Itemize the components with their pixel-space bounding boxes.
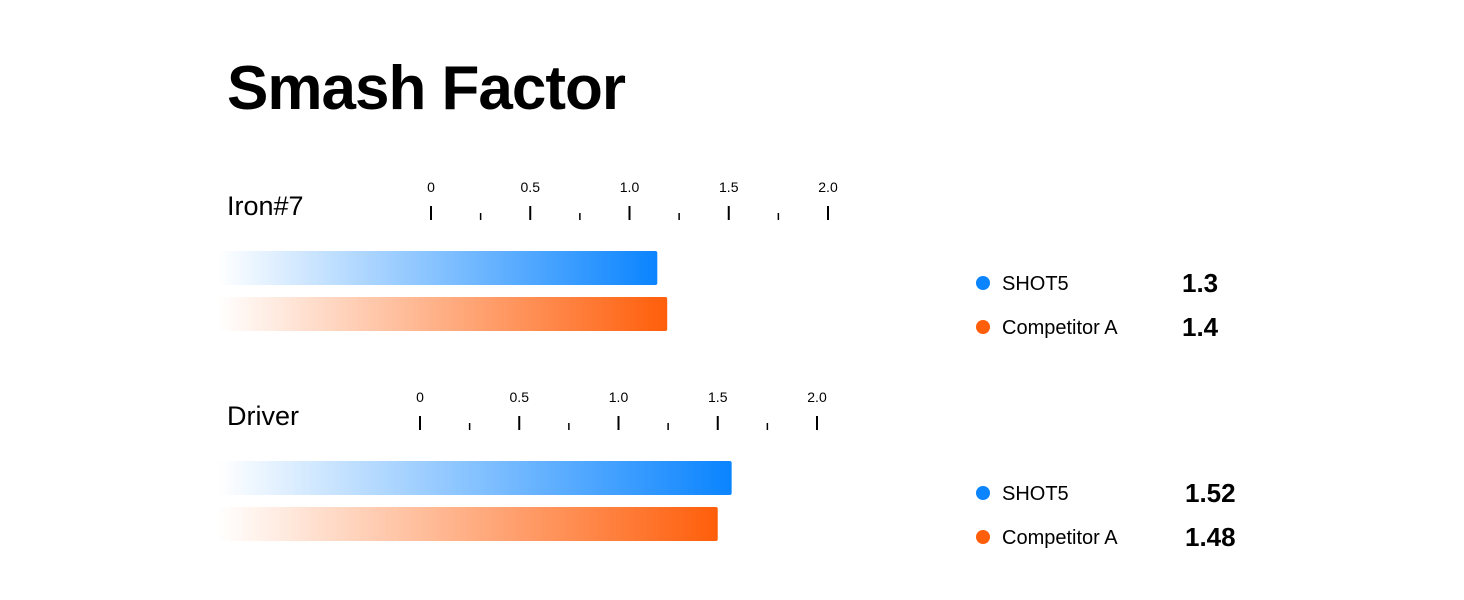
tick-label: 2.0 bbox=[818, 179, 838, 195]
legend-label: SHOT5 bbox=[1002, 273, 1069, 295]
bar-competitor-a bbox=[218, 297, 668, 331]
value-label: 1.3 bbox=[1182, 268, 1218, 298]
value-label: 1.52 bbox=[1185, 478, 1236, 508]
tick-label: 0.5 bbox=[510, 389, 530, 405]
bar-shot5 bbox=[218, 251, 658, 285]
tick-label: 0.5 bbox=[521, 179, 541, 195]
club-label: Driver bbox=[227, 401, 299, 431]
legend-dot bbox=[976, 276, 990, 290]
tick-label: 0 bbox=[416, 389, 424, 405]
club-label: Iron#7 bbox=[227, 191, 304, 221]
legend-label: SHOT5 bbox=[1002, 483, 1069, 505]
tick-label: 1.5 bbox=[708, 389, 728, 405]
legend-label: Competitor A bbox=[1002, 317, 1118, 339]
legend-dot bbox=[976, 530, 990, 544]
tick-label: 2.0 bbox=[807, 389, 827, 405]
bar-shot5 bbox=[218, 461, 732, 495]
tick-label: 1.0 bbox=[609, 389, 629, 405]
legend-label: Competitor A bbox=[1002, 527, 1118, 549]
tick-label: 1.0 bbox=[620, 179, 640, 195]
value-label: 1.48 bbox=[1185, 522, 1236, 552]
chart-title: Smash Factor bbox=[227, 54, 626, 123]
panel-iron-7: Iron#7 0 0.5 1.0 1.5 2.0 SHOT5 1.3 Competitor A 1… bbox=[218, 179, 1219, 342]
legend-dot bbox=[976, 320, 990, 334]
tick-label: 0 bbox=[427, 179, 435, 195]
panel-driver: Driver 0 0.5 1.0 1.5 2.0 SHOT5 1.52 Competitor A… bbox=[218, 389, 1236, 552]
value-label: 1.4 bbox=[1182, 312, 1219, 342]
bar-competitor-a bbox=[218, 507, 718, 541]
tick-label: 1.5 bbox=[719, 179, 739, 195]
legend-dot bbox=[976, 486, 990, 500]
